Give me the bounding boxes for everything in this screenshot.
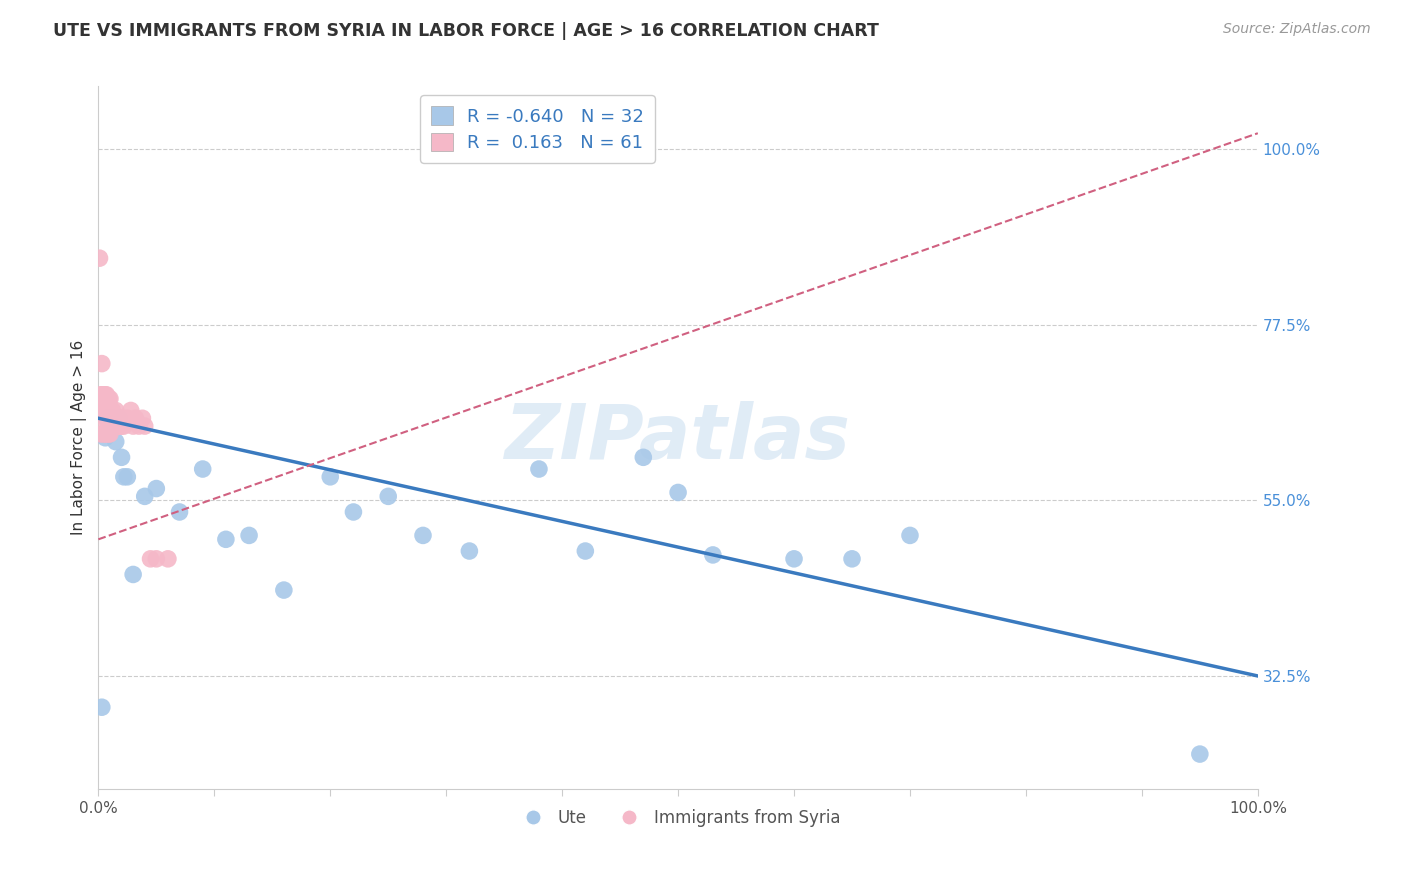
Point xyxy=(215,533,238,547)
Point xyxy=(117,470,139,484)
Point xyxy=(169,505,191,519)
Point xyxy=(110,411,132,425)
Point xyxy=(94,403,117,417)
Point xyxy=(98,392,121,406)
Point xyxy=(898,528,921,542)
Text: UTE VS IMMIGRANTS FROM SYRIA IN LABOR FORCE | AGE > 16 CORRELATION CHART: UTE VS IMMIGRANTS FROM SYRIA IN LABOR FO… xyxy=(53,22,879,40)
Point xyxy=(97,395,120,409)
Point xyxy=(91,395,114,409)
Point xyxy=(104,411,127,425)
Point xyxy=(108,411,131,425)
Point xyxy=(93,395,115,409)
Point xyxy=(191,462,214,476)
Point xyxy=(458,544,481,558)
Point xyxy=(90,426,112,441)
Point xyxy=(112,419,135,434)
Point xyxy=(103,419,125,434)
Point xyxy=(120,403,142,417)
Point xyxy=(101,411,124,425)
Point xyxy=(104,419,127,434)
Point xyxy=(101,403,124,417)
Point xyxy=(111,411,134,425)
Point xyxy=(90,700,112,714)
Point xyxy=(103,411,125,425)
Point xyxy=(412,528,434,542)
Y-axis label: In Labor Force | Age > 16: In Labor Force | Age > 16 xyxy=(72,340,87,535)
Point xyxy=(105,411,128,425)
Point xyxy=(104,434,127,449)
Point xyxy=(122,567,145,582)
Point xyxy=(98,426,121,441)
Point xyxy=(103,408,125,422)
Point xyxy=(89,251,111,265)
Point xyxy=(104,403,127,417)
Point xyxy=(94,426,117,441)
Point xyxy=(666,485,689,500)
Point xyxy=(145,552,167,566)
Point xyxy=(96,388,118,402)
Point xyxy=(108,419,131,434)
Point xyxy=(238,528,260,542)
Point xyxy=(97,392,120,406)
Point xyxy=(98,415,121,429)
Point xyxy=(107,419,129,434)
Point xyxy=(574,544,596,558)
Point xyxy=(273,583,295,598)
Point xyxy=(96,426,118,441)
Point xyxy=(633,450,655,465)
Point xyxy=(156,552,179,566)
Point xyxy=(97,426,120,441)
Point xyxy=(98,403,121,417)
Point xyxy=(96,411,118,425)
Point xyxy=(90,357,112,371)
Point xyxy=(100,415,122,429)
Point xyxy=(134,419,156,434)
Point xyxy=(139,552,162,566)
Point xyxy=(134,489,156,503)
Point xyxy=(124,411,146,425)
Point xyxy=(97,415,120,429)
Point xyxy=(101,419,124,434)
Point xyxy=(90,388,112,402)
Point xyxy=(101,411,124,425)
Legend: Ute, Immigrants from Syria: Ute, Immigrants from Syria xyxy=(509,802,846,834)
Point xyxy=(377,489,399,503)
Point xyxy=(93,411,115,425)
Point xyxy=(783,552,806,566)
Point xyxy=(107,411,129,425)
Point xyxy=(342,505,364,519)
Text: Source: ZipAtlas.com: Source: ZipAtlas.com xyxy=(1223,22,1371,37)
Point xyxy=(110,419,132,434)
Point xyxy=(131,411,153,425)
Point xyxy=(93,388,115,402)
Point xyxy=(91,426,114,441)
Point xyxy=(110,450,132,465)
Point xyxy=(702,548,724,562)
Point xyxy=(94,431,117,445)
Point xyxy=(110,419,132,434)
Point xyxy=(97,411,120,425)
Point xyxy=(90,388,112,402)
Point xyxy=(527,462,550,476)
Point xyxy=(97,411,120,425)
Point xyxy=(100,403,122,417)
Point xyxy=(105,419,128,434)
Point xyxy=(128,419,150,434)
Text: ZIPatlas: ZIPatlas xyxy=(505,401,851,475)
Point xyxy=(96,403,118,417)
Point xyxy=(122,419,145,434)
Point xyxy=(103,419,125,434)
Point xyxy=(98,423,121,437)
Point xyxy=(112,470,135,484)
Point xyxy=(97,403,120,417)
Point xyxy=(319,470,342,484)
Point xyxy=(108,411,131,425)
Point xyxy=(841,552,863,566)
Point xyxy=(94,388,117,402)
Point xyxy=(1188,747,1211,761)
Point xyxy=(97,403,120,417)
Point xyxy=(117,411,139,425)
Point xyxy=(145,482,167,496)
